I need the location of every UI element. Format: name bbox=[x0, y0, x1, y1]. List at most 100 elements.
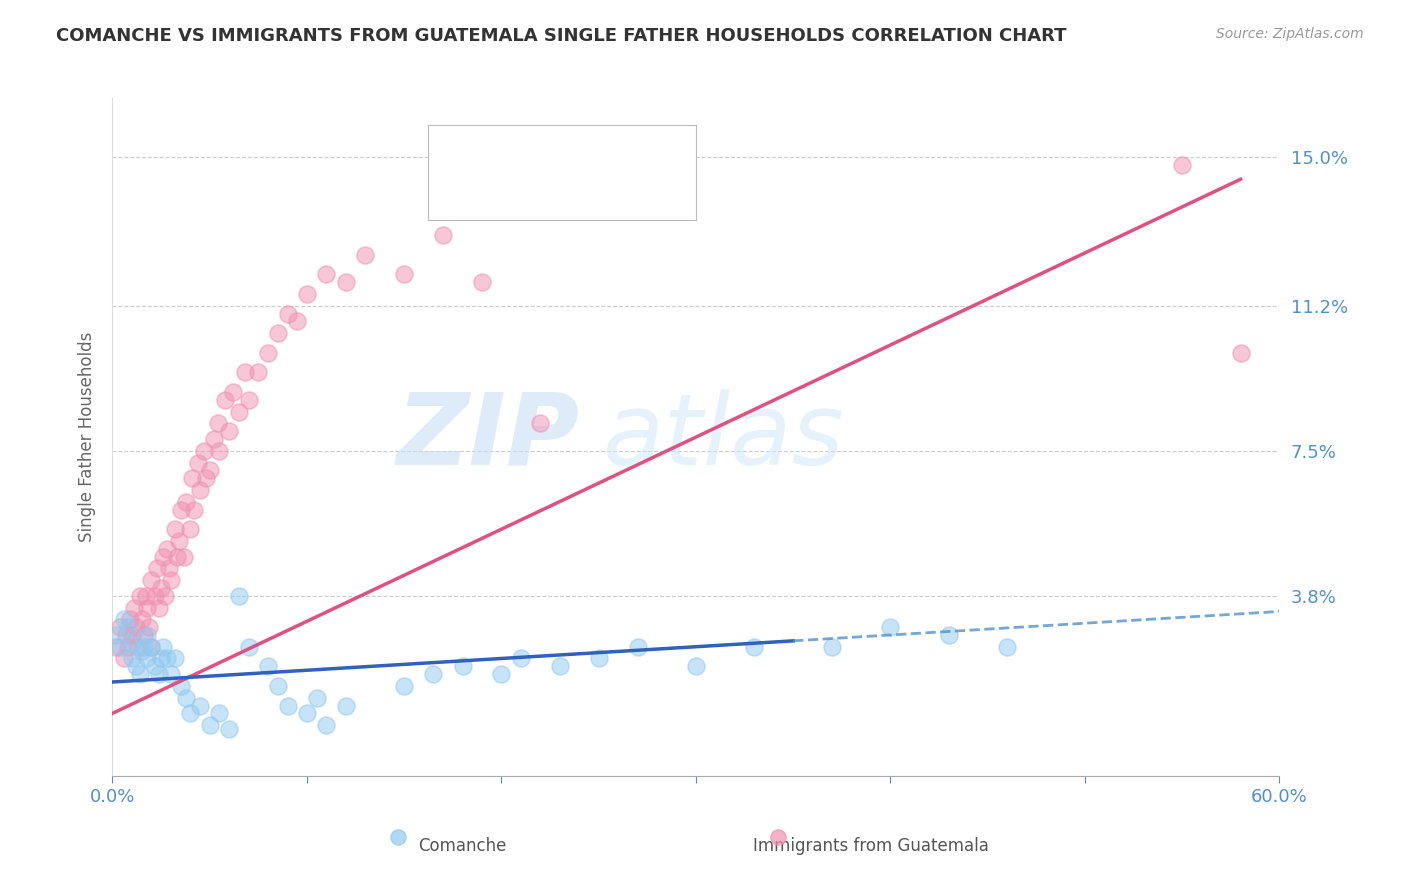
Point bbox=[112, 612, 135, 626]
Point bbox=[153, 589, 176, 603]
Point bbox=[257, 659, 280, 673]
Point bbox=[222, 384, 245, 399]
Point bbox=[141, 640, 163, 654]
Point bbox=[422, 667, 444, 681]
Point bbox=[188, 483, 211, 497]
Point bbox=[118, 612, 141, 626]
Point bbox=[135, 589, 157, 603]
Point bbox=[128, 667, 150, 681]
Text: Source: ZipAtlas.com: Source: ZipAtlas.com bbox=[1216, 27, 1364, 41]
Point bbox=[125, 620, 148, 634]
Point bbox=[150, 651, 173, 665]
Text: COMANCHE VS IMMIGRANTS FROM GUATEMALA SINGLE FATHER HOUSEHOLDS CORRELATION CHART: COMANCHE VS IMMIGRANTS FROM GUATEMALA SI… bbox=[56, 27, 1067, 45]
Text: R =: R = bbox=[479, 187, 516, 205]
Point bbox=[160, 667, 183, 681]
Text: ■: ■ bbox=[451, 186, 472, 206]
Point bbox=[136, 651, 159, 665]
Point bbox=[451, 659, 474, 673]
Point bbox=[207, 417, 229, 431]
Point bbox=[627, 640, 650, 654]
Point bbox=[143, 589, 166, 603]
Point bbox=[141, 573, 163, 587]
Point bbox=[176, 690, 198, 705]
Text: ■: ■ bbox=[451, 160, 472, 179]
Text: Immigrants from Guatemala: Immigrants from Guatemala bbox=[754, 837, 988, 855]
Point bbox=[238, 392, 260, 407]
Point bbox=[152, 640, 174, 654]
Point bbox=[208, 706, 231, 721]
Text: Comanche: Comanche bbox=[419, 837, 506, 855]
Point bbox=[163, 522, 186, 536]
Text: 0.623: 0.623 bbox=[515, 187, 568, 205]
Point bbox=[115, 628, 138, 642]
Point bbox=[276, 307, 298, 321]
Point bbox=[548, 659, 571, 673]
Point bbox=[821, 640, 844, 654]
Point bbox=[938, 628, 960, 642]
Point bbox=[150, 581, 173, 595]
Point bbox=[132, 640, 155, 654]
Point bbox=[176, 494, 198, 508]
Point bbox=[995, 640, 1018, 654]
Point bbox=[193, 443, 215, 458]
Point bbox=[138, 620, 160, 634]
Point bbox=[110, 620, 132, 634]
Point bbox=[1171, 158, 1194, 172]
Point bbox=[744, 640, 766, 654]
Point bbox=[173, 549, 195, 564]
Point bbox=[125, 659, 148, 673]
Point bbox=[529, 417, 551, 431]
Point bbox=[228, 589, 250, 603]
Point bbox=[105, 640, 128, 654]
Point bbox=[685, 659, 707, 673]
Point bbox=[146, 561, 169, 575]
Point bbox=[238, 640, 260, 654]
Text: N =: N = bbox=[585, 161, 621, 178]
Point bbox=[491, 667, 513, 681]
Point bbox=[471, 275, 494, 289]
Point bbox=[509, 651, 531, 665]
Point bbox=[198, 463, 221, 477]
Point bbox=[198, 718, 221, 732]
Point bbox=[121, 651, 143, 665]
Text: ZIP: ZIP bbox=[396, 389, 579, 485]
Point bbox=[588, 651, 610, 665]
Point bbox=[267, 679, 290, 693]
Point bbox=[179, 522, 201, 536]
Point bbox=[335, 698, 357, 713]
Point bbox=[132, 628, 155, 642]
Point bbox=[136, 600, 159, 615]
Point bbox=[183, 502, 205, 516]
Point bbox=[131, 612, 153, 626]
Point bbox=[267, 326, 290, 341]
Point bbox=[166, 549, 188, 564]
Point bbox=[152, 549, 174, 564]
Text: atlas: atlas bbox=[603, 389, 844, 485]
Point bbox=[127, 640, 149, 654]
Point bbox=[117, 640, 139, 654]
Point bbox=[295, 706, 318, 721]
Point bbox=[157, 561, 180, 575]
Point bbox=[295, 287, 318, 301]
Point bbox=[202, 432, 225, 446]
Point bbox=[305, 690, 328, 705]
Point bbox=[228, 404, 250, 418]
Point bbox=[335, 275, 357, 289]
Point bbox=[218, 722, 240, 736]
Point bbox=[214, 392, 236, 407]
Point bbox=[394, 679, 416, 693]
Point bbox=[131, 643, 153, 657]
Point bbox=[105, 628, 128, 642]
Point bbox=[218, 424, 240, 438]
Point bbox=[187, 456, 209, 470]
Point bbox=[315, 268, 337, 282]
Point bbox=[112, 651, 135, 665]
Point bbox=[160, 573, 183, 587]
Text: 0.102: 0.102 bbox=[515, 161, 568, 178]
Point bbox=[233, 366, 256, 380]
Text: N =: N = bbox=[585, 187, 621, 205]
Point bbox=[1229, 346, 1251, 360]
Point bbox=[128, 589, 150, 603]
Point bbox=[354, 248, 377, 262]
Point bbox=[110, 640, 132, 654]
